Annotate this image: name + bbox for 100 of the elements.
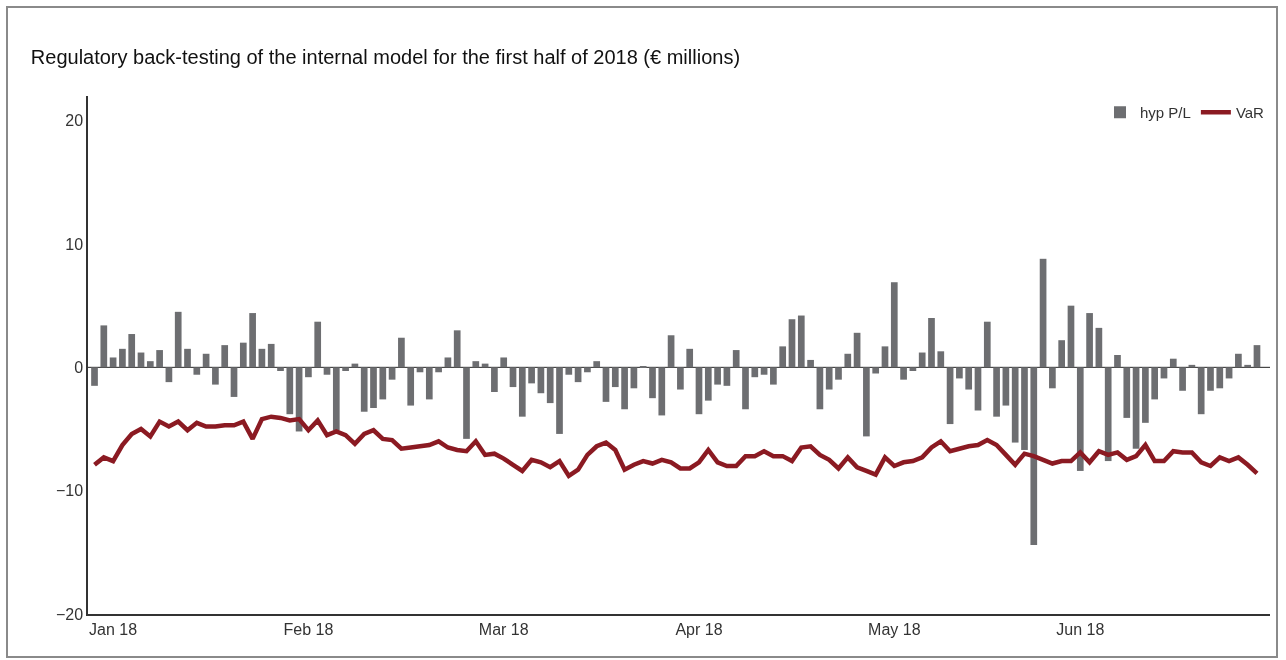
line-series [92, 414, 1260, 479]
bar [565, 367, 573, 375]
bar [937, 351, 945, 368]
bar [630, 367, 638, 389]
bar [667, 335, 675, 368]
bar [611, 367, 619, 388]
x-tick-label: Feb 18 [283, 621, 334, 639]
bar [863, 367, 870, 437]
bar [844, 353, 852, 368]
y-tick-label: −10 [55, 482, 84, 500]
bar [742, 367, 749, 410]
bar [760, 367, 768, 375]
bar [658, 367, 666, 416]
bar [593, 361, 601, 368]
bar [546, 367, 554, 404]
bar [91, 367, 98, 386]
chart-title: Regulatory back-testing of the internal model for the first half of 2018 (€ millions) [30, 46, 741, 69]
bar [584, 367, 591, 373]
bar [425, 367, 433, 400]
bar [835, 367, 842, 380]
x-tick-label: Apr 18 [675, 621, 723, 639]
bar [249, 313, 256, 368]
bar [602, 367, 610, 402]
bar [825, 367, 833, 390]
bar [677, 367, 684, 390]
bar [398, 337, 405, 368]
bar [286, 367, 294, 415]
bar [379, 367, 387, 400]
bar [1030, 367, 1038, 545]
bar [686, 348, 694, 368]
bar [1076, 367, 1084, 471]
bar [193, 367, 201, 375]
bar [1132, 367, 1140, 449]
bar [704, 367, 712, 401]
bar [277, 367, 284, 372]
bar [491, 367, 498, 392]
bar [890, 282, 898, 368]
bar [509, 367, 517, 388]
bar [1123, 367, 1131, 418]
bar [174, 311, 182, 368]
bar [537, 367, 545, 394]
x-tick-label: Mar 18 [478, 621, 529, 639]
bar [407, 367, 415, 406]
bar [965, 367, 973, 390]
bar [909, 367, 917, 372]
bar [239, 342, 247, 368]
bar [928, 318, 935, 368]
bar [184, 348, 191, 368]
bar [230, 367, 238, 397]
y-tick-label: 20 [65, 112, 84, 130]
bar [574, 367, 582, 383]
bar [556, 367, 563, 434]
bar [974, 367, 982, 411]
bar [156, 350, 163, 368]
bar [518, 367, 526, 417]
x-tick-label: Jun 18 [1056, 621, 1105, 639]
bar [695, 367, 703, 415]
bar [370, 367, 377, 409]
bar [267, 343, 275, 368]
bar [119, 348, 126, 368]
bar [332, 367, 340, 431]
bar [314, 321, 322, 368]
bar [100, 325, 108, 368]
bar [342, 367, 349, 372]
bar [732, 350, 740, 368]
bar [797, 315, 805, 368]
bar [881, 346, 889, 368]
bar [983, 321, 991, 368]
bar [946, 367, 954, 425]
legend-label: hyp P/L [1140, 104, 1191, 122]
y-tick-label: −20 [55, 605, 84, 623]
bar [723, 367, 731, 386]
bar [918, 352, 926, 368]
bar [1235, 353, 1242, 368]
bar [714, 367, 721, 385]
bar [993, 367, 1000, 417]
bar [1011, 367, 1019, 443]
bar [1114, 355, 1121, 368]
bar [500, 357, 508, 368]
bar [146, 361, 154, 368]
bar [416, 367, 424, 373]
bar [472, 361, 480, 368]
bar [388, 367, 396, 380]
bar [1058, 340, 1066, 368]
y-tick-label: 0 [74, 358, 84, 376]
bar [1021, 367, 1028, 450]
bar [900, 367, 907, 380]
y-tick-label: 10 [65, 235, 84, 253]
bar [816, 367, 824, 410]
bar [1169, 358, 1177, 368]
bar [360, 367, 368, 412]
bar [751, 367, 759, 378]
bar [1002, 367, 1010, 406]
bar [444, 357, 452, 368]
bar [1104, 367, 1112, 462]
bar [165, 367, 173, 383]
bar [1151, 367, 1159, 400]
bar [323, 367, 331, 375]
bar [435, 367, 442, 373]
bar [1216, 367, 1224, 389]
